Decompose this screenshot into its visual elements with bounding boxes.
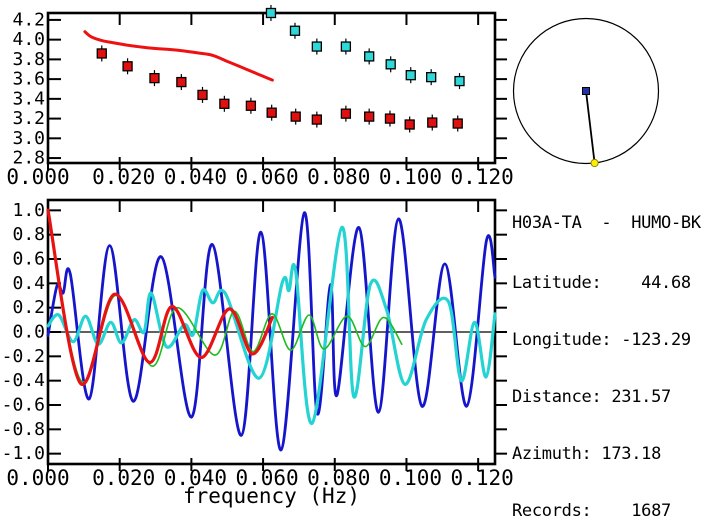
cyan-square-measurements-marker xyxy=(311,41,322,52)
cyan-observed-spectrum xyxy=(46,225,497,425)
dispersion-y-tick-label: 3.4 xyxy=(12,88,45,109)
dispersion-y-tick-label: 3.2 xyxy=(12,108,45,129)
cyan-square-measurements xyxy=(265,5,465,90)
blue-observed-spectrum xyxy=(46,211,497,452)
dispersion-x-tick-label: 0.120 xyxy=(451,165,514,189)
cyan-square-measurements-marker xyxy=(454,75,465,87)
cyan-square-measurements-marker xyxy=(289,25,301,36)
dispersion-y-tick-label: 4.0 xyxy=(12,29,45,50)
dispersion-y-tick-label: 2.8 xyxy=(12,148,45,169)
dispersion-x-tick-label: 0.020 xyxy=(92,165,155,189)
station-info-line-azimuth: Azimuth: 173.18 xyxy=(512,444,662,464)
dispersion-x-tick-label: 0.000 xyxy=(6,165,69,189)
station-info-line-longitude: Longitude: -123.29 xyxy=(512,330,691,350)
cross-spectrum-plot: 0.000 0.020 0.040 0.060 0.080 0.100 0.120 1.0 0.… xyxy=(2,198,514,508)
red-square-measurements-marker xyxy=(176,76,187,88)
red-square-measurements-marker xyxy=(452,118,463,129)
cyan-square-measurements-marker xyxy=(426,71,437,83)
dispersion-y-tick-label: 4.2 xyxy=(12,9,45,30)
cross-spectrum-y-tick-label: 0.2 xyxy=(12,297,45,318)
red-square-measurements-marker xyxy=(149,72,160,84)
dispersion-x-tick-label: 0.080 xyxy=(307,165,370,189)
dispersion-y-tick-label: 3.6 xyxy=(12,69,45,90)
dispersion-y-tick-label: 3.0 xyxy=(12,128,45,149)
azimuth-circle xyxy=(512,17,660,165)
cross-spectrum-x-tick-label: 0.060 xyxy=(235,466,298,490)
cyan-square-measurements-marker xyxy=(385,59,396,70)
dispersion-x-tick-label: 0.060 xyxy=(235,165,298,189)
red-square-measurements-marker xyxy=(197,89,208,101)
red-square-measurements-marker xyxy=(96,48,107,59)
dispersion-axes-box xyxy=(46,11,497,165)
cyan-square-measurements-marker xyxy=(405,70,416,81)
station-endpoint-marker xyxy=(590,158,599,168)
azimuth-path-line xyxy=(585,90,596,164)
dispersion-x-tick-label: 0.100 xyxy=(379,165,442,189)
cross-spectrum-y-tick-label: 1.0 xyxy=(12,200,45,221)
cyan-square-measurements-marker xyxy=(364,51,375,62)
red-square-measurements-marker xyxy=(384,113,396,124)
station-pair-title: H03A-TA - HUMO-BK xyxy=(512,213,701,233)
dispersion-y-tick-label: 3.8 xyxy=(12,49,45,70)
cross-spectrum-x-tick-label: 0.120 xyxy=(451,466,514,490)
red-square-measurements-marker xyxy=(311,114,322,125)
red-square-measurements-marker xyxy=(404,119,415,130)
cross-spectrum-y-tick-label: -0.2 xyxy=(2,346,45,367)
station-info-line-latitude: Latitude: 44.68 xyxy=(512,273,691,293)
cross-spectrum-y-tick-label: -0.4 xyxy=(2,370,45,391)
station-center-marker xyxy=(582,87,590,95)
red-square-measurements-marker xyxy=(427,117,438,128)
red-square-measurements-marker xyxy=(219,98,230,109)
red-square-measurements-marker xyxy=(122,61,133,72)
cross-spectrum-y-tick-label: -1.0 xyxy=(2,443,45,464)
cross-spectrum-x-tick-label: 0.080 xyxy=(307,466,370,490)
cross-spectrum-x-tick-label: 0.100 xyxy=(379,466,442,490)
dispersion-x-tick-label: 0.040 xyxy=(164,165,227,189)
red-square-measurements-marker xyxy=(245,100,257,111)
cross-spectrum-x-axis-label: frequency (Hz) xyxy=(183,484,360,508)
azimuth-indicator xyxy=(512,17,660,168)
cross-spectrum-x-tick-label: 0.020 xyxy=(92,466,155,490)
red-square-measurements-marker xyxy=(364,111,375,122)
cross-spectrum-y-tick-label: 0.6 xyxy=(12,249,45,270)
station-info-line-distance: Distance: 231.57 xyxy=(512,387,671,407)
red-square-measurements xyxy=(96,45,463,133)
cross-spectrum-y-tick-label: 0.8 xyxy=(12,224,45,245)
cyan-square-measurements-marker xyxy=(265,7,277,19)
cross-spectrum-y-tick-label: -0.8 xyxy=(2,419,45,440)
station-info-panel: H03A-TA - HUMO-BK Latitude: 44.68 Longit… xyxy=(512,176,701,519)
cross-spectrum-y-tick-label: -0.6 xyxy=(2,394,45,415)
dispersion-plot: 0.000 0.020 0.040 0.060 0.080 0.100 0.1202.83.… xyxy=(6,5,514,189)
cross-spectrum-y-tick-label: 0.4 xyxy=(12,273,45,294)
cross-spectrum-x-tick-label: 0.040 xyxy=(164,466,227,490)
red-square-measurements-marker xyxy=(266,107,277,118)
red-model-spectrum xyxy=(46,208,274,386)
station-info-line-records: Records: 1687 xyxy=(512,501,671,519)
reference-dispersion-curve xyxy=(83,30,274,82)
cross-spectrum-y-tick-label: 0.0 xyxy=(12,322,45,343)
red-square-measurements-marker xyxy=(290,111,301,122)
cross-spectrum-x-tick-label: 0.000 xyxy=(6,466,69,490)
red-square-measurements-marker xyxy=(340,108,352,119)
cyan-square-measurements-marker xyxy=(340,41,352,52)
